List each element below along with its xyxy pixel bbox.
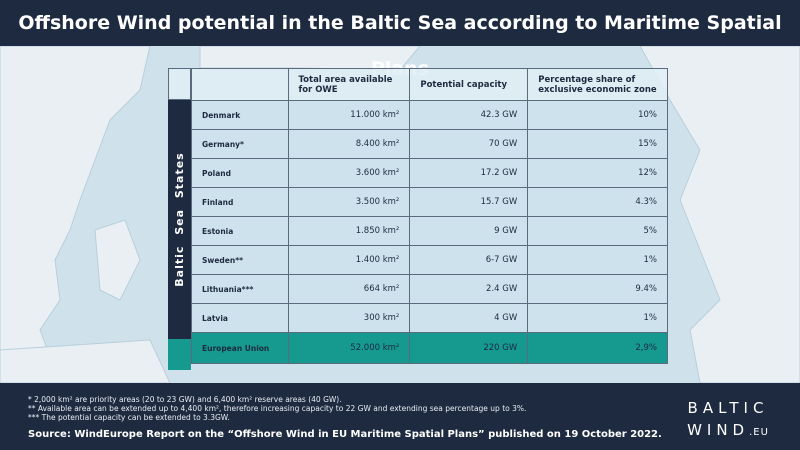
table-row: Latvia 300 km² 4 GW 1% xyxy=(191,303,668,333)
table-row: Poland 3.600 km² 17.2 GW 12% xyxy=(191,158,668,188)
value-cell: 52.000 km² xyxy=(287,332,411,364)
value-cell: 9.4% xyxy=(527,274,668,304)
value-cell: 15% xyxy=(527,129,668,159)
source: Source: WindEurope Report on the “Offsho… xyxy=(28,429,662,440)
value-cell: 2.4 GW xyxy=(409,274,529,304)
value-cell: 1% xyxy=(527,245,668,275)
value-cell: 3.500 km² xyxy=(287,187,411,217)
value-cell: 4 GW xyxy=(409,303,529,333)
country-cell: Estonia xyxy=(191,216,289,246)
value-cell: 12% xyxy=(527,158,668,188)
value-cell: 15.7 GW xyxy=(409,187,529,217)
country-cell: European Union xyxy=(191,332,289,364)
table-row: Finland 3.500 km² 15.7 GW 4.3% xyxy=(191,187,668,217)
country-cell: Poland xyxy=(191,158,289,188)
footnote: *** The potential capacity can be extend… xyxy=(28,413,230,422)
header-cell: Total area available for OWE xyxy=(287,68,411,101)
country-cell: Germany* xyxy=(191,129,289,159)
table-row: European Union 52.000 km² 220 GW 2,9% xyxy=(191,332,668,364)
group-label-band: Baltic Sea States xyxy=(168,100,191,339)
logo: BALTIC WIND.EU xyxy=(678,397,778,444)
value-cell: 70 GW xyxy=(409,129,529,159)
value-cell: 1% xyxy=(527,303,668,333)
country-cell: Sweden** xyxy=(191,245,289,275)
title-bar xyxy=(0,0,800,46)
value-cell: 17.2 GW xyxy=(409,158,529,188)
country-cell: Latvia xyxy=(191,303,289,333)
title: Offshore Wind potential in the Baltic Se… xyxy=(18,12,782,80)
header-cell: Percentage share of exclusive economic z… xyxy=(527,68,668,101)
value-cell: 6-7 GW xyxy=(409,245,529,275)
data-table: Total area available for OWE Potential ca… xyxy=(191,68,668,364)
total-corner xyxy=(168,339,191,370)
country-cell: Lithuania*** xyxy=(191,274,289,304)
value-cell: 4.3% xyxy=(527,187,668,217)
table-row: Sweden** 1.400 km² 6-7 GW 1% xyxy=(191,245,668,275)
value-cell: 1.850 km² xyxy=(287,216,411,246)
header-cell xyxy=(191,68,289,101)
value-cell: 5% xyxy=(527,216,668,246)
value-cell: 42.3 GW xyxy=(409,100,529,130)
table-row: Denmark 11.000 km² 42.3 GW 10% xyxy=(191,100,668,130)
footnote: ** Available area can be extended up to … xyxy=(28,404,527,413)
header-cell: Potential capacity xyxy=(409,68,529,101)
country-cell: Finland xyxy=(191,187,289,217)
value-cell: 11.000 km² xyxy=(287,100,411,130)
value-cell: 10% xyxy=(527,100,668,130)
footer: * 2,000 km² are priority areas (20 to 23… xyxy=(0,383,800,450)
value-cell: 1.400 km² xyxy=(287,245,411,275)
value-cell: 300 km² xyxy=(287,303,411,333)
value-cell: 220 GW xyxy=(409,332,529,364)
logo-line1: BALTIC xyxy=(687,399,769,417)
table-row: Lithuania*** 664 km² 2.4 GW 9.4% xyxy=(191,274,668,304)
header-row: Total area available for OWE Potential ca… xyxy=(191,68,668,101)
logo-suffix: .EU xyxy=(749,427,769,438)
value-cell: 2,9% xyxy=(527,332,668,364)
logo-line2: WIND xyxy=(687,421,750,439)
table-corner xyxy=(168,68,191,100)
value-cell: 664 km² xyxy=(287,274,411,304)
value-cell: 3.600 km² xyxy=(287,158,411,188)
country-cell: Denmark xyxy=(191,100,289,130)
value-cell: 8.400 km² xyxy=(287,129,411,159)
footnote: * 2,000 km² are priority areas (20 to 23… xyxy=(28,395,342,404)
table-row: Germany* 8.400 km² 70 GW 15% xyxy=(191,129,668,159)
table-row: Estonia 1.850 km² 9 GW 5% xyxy=(191,216,668,246)
group-label: Baltic Sea States xyxy=(173,152,186,287)
value-cell: 9 GW xyxy=(409,216,529,246)
